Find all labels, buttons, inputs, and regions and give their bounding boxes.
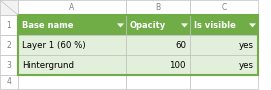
Text: Opacity: Opacity [130, 21, 166, 30]
Bar [190, 75, 258, 89]
Bar [126, 75, 190, 89]
Text: yes: yes [239, 40, 254, 50]
Text: Layer 1 (60 %): Layer 1 (60 %) [22, 40, 86, 50]
Polygon shape [117, 23, 124, 27]
Bar [18, 15, 258, 75]
Text: C: C [221, 3, 227, 12]
Text: yes: yes [239, 60, 254, 69]
Bar [18, 75, 126, 89]
Polygon shape [181, 23, 188, 27]
Bar [18, 55, 126, 75]
Text: Is visible: Is visible [194, 21, 236, 30]
Polygon shape [249, 23, 256, 27]
Bar [126, 35, 190, 55]
Bar [190, 0, 258, 15]
Text: Base name: Base name [22, 21, 73, 30]
Bar [0, 75, 18, 89]
Bar [18, 35, 126, 55]
Bar [0, 0, 18, 15]
Bar [190, 55, 258, 75]
Bar [0, 55, 18, 75]
Bar [0, 15, 18, 35]
Bar [126, 55, 190, 75]
Text: A: A [69, 3, 75, 12]
Bar [18, 15, 126, 35]
Text: 100: 100 [169, 60, 186, 69]
Text: 1: 1 [7, 21, 11, 30]
Text: B: B [156, 3, 160, 12]
Bar [190, 15, 258, 35]
Text: 3: 3 [7, 60, 11, 69]
Text: 2: 2 [7, 40, 11, 50]
Bar [126, 0, 190, 15]
Text: 4: 4 [7, 77, 11, 86]
Bar [190, 35, 258, 55]
Bar [18, 0, 126, 15]
Text: 60: 60 [175, 40, 186, 50]
Bar [0, 35, 18, 55]
Bar [126, 15, 190, 35]
Text: Hintergrund: Hintergrund [22, 60, 74, 69]
